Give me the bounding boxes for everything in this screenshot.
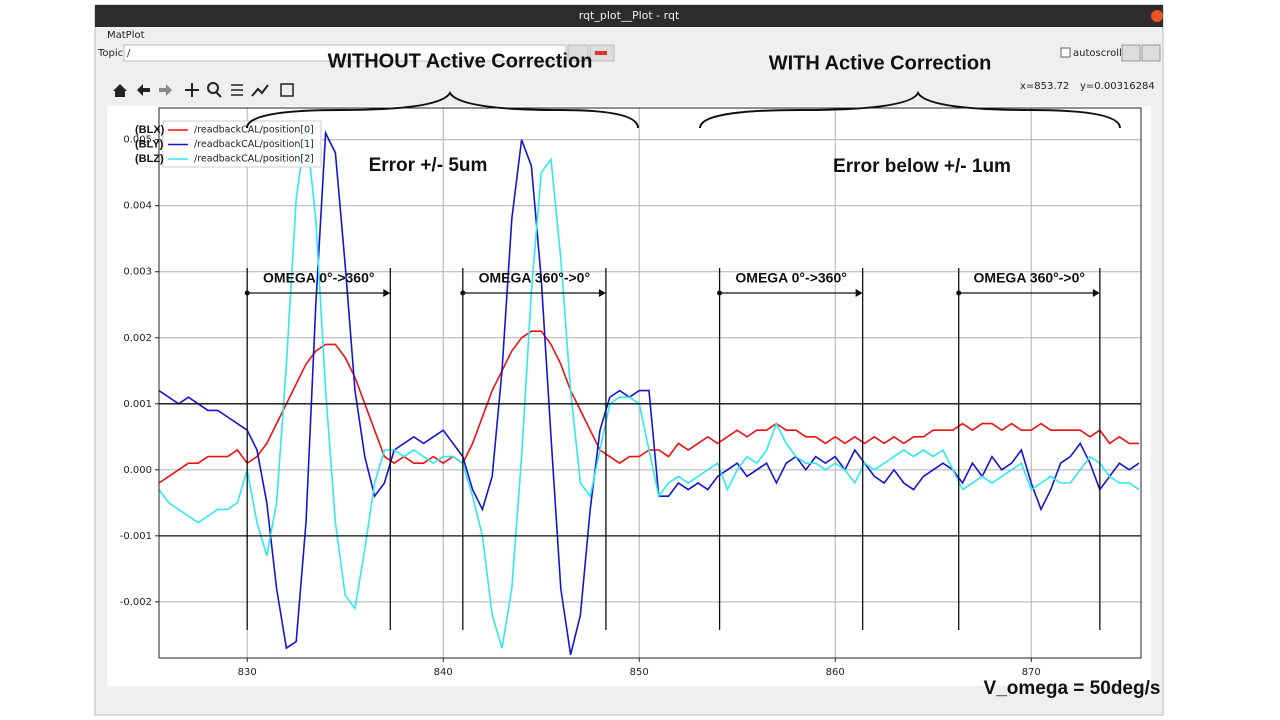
- arrow-head: [598, 289, 606, 297]
- y-tick-label: 0.005: [123, 135, 152, 146]
- autoscroll-label: autoscroll: [1073, 48, 1122, 59]
- arrow-tail: [717, 290, 723, 296]
- x-tick-label: 870: [1022, 667, 1041, 678]
- zoom-button[interactable]: [207, 82, 219, 94]
- left-error: Error +/- 5um: [369, 155, 488, 176]
- clear-button[interactable]: [1141, 44, 1161, 62]
- legend-prefix: (BLZ): [135, 153, 164, 165]
- home-button[interactable]: [113, 84, 127, 97]
- y-tick-label: -0.002: [120, 597, 152, 608]
- range-label: OMEGA 0°->360°: [735, 270, 846, 286]
- series-line: [158, 130, 1140, 655]
- arrow-head: [383, 289, 391, 297]
- left-brace: [246, 91, 639, 129]
- legend-label: /readbackCAL/position[2]: [194, 154, 314, 165]
- range-label: OMEGA 360°->0°: [479, 270, 590, 286]
- zoom-handle: [215, 91, 222, 98]
- window-title: rqt_plot__Plot - rqt: [579, 9, 680, 22]
- cursor-y: y=0.00316284: [1080, 81, 1155, 92]
- remove-icon: [595, 51, 607, 55]
- y-tick-label: 0.001: [123, 399, 152, 410]
- arrow-tail: [244, 290, 250, 296]
- right-error: Error below +/- 1um: [833, 156, 1011, 177]
- range-label: OMEGA 0°->360°: [263, 270, 374, 286]
- legend-prefix: (BLX): [135, 124, 165, 136]
- y-tick-label: -0.001: [120, 531, 152, 542]
- axes-button[interactable]: [251, 84, 269, 97]
- x-tick-label: 860: [826, 667, 845, 678]
- toolbar: [113, 82, 294, 98]
- topic-label: Topic: [97, 48, 123, 59]
- pause-button[interactable]: [1121, 44, 1141, 62]
- series-line: [158, 126, 1140, 649]
- pan-button[interactable]: [185, 83, 199, 97]
- y-tick-label: 0.004: [123, 201, 152, 212]
- topic-value: /: [127, 48, 131, 59]
- x-tick-label: 830: [238, 667, 257, 678]
- arrow-head: [855, 289, 863, 297]
- legend-label: /readbackCAL/position[0]: [194, 125, 314, 136]
- axes-frame: [158, 107, 1142, 659]
- configure-button[interactable]: [231, 84, 243, 96]
- legend-label: /readbackCAL/position[1]: [194, 139, 314, 150]
- add-button[interactable]: [567, 44, 589, 62]
- close-button[interactable]: [1151, 10, 1163, 22]
- title-bar: [95, 5, 1163, 27]
- cursor-x: x=853.72: [1020, 81, 1069, 92]
- left-heading: WITHOUT Active Correction: [328, 50, 593, 72]
- autoscroll-checkbox[interactable]: [1060, 47, 1071, 58]
- arrow-tail: [956, 290, 962, 296]
- right-brace: [699, 90, 1121, 129]
- save-button[interactable]: [280, 83, 294, 97]
- x-tick-label: 840: [434, 667, 453, 678]
- topic-input[interactable]: [123, 44, 567, 62]
- arrow-head: [1092, 289, 1100, 297]
- right-heading: WITH Active Correction: [769, 52, 992, 74]
- y-tick-label: 0.003: [123, 267, 152, 278]
- y-tick-label: 0.002: [123, 333, 152, 344]
- y-tick-label: 0.000: [123, 465, 152, 476]
- range-label: OMEGA 360°->0°: [974, 270, 1085, 286]
- panel-label: MatPlot: [107, 30, 145, 41]
- legend-prefix: (BLY): [135, 138, 164, 150]
- forward-button[interactable]: [159, 84, 172, 96]
- x-tick-label: 850: [630, 667, 649, 678]
- arrow-tail: [460, 290, 466, 296]
- legend: [162, 120, 322, 168]
- back-button[interactable]: [137, 84, 150, 96]
- speed-note: V_omega = 50deg/s: [984, 678, 1161, 699]
